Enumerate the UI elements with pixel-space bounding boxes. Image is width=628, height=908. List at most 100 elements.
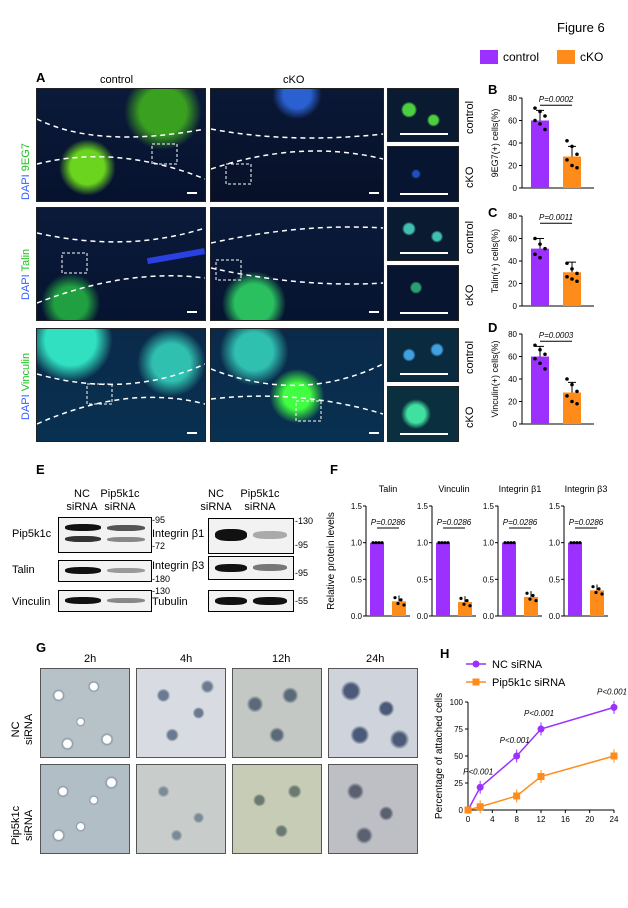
y-tick-label: 1.0 <box>483 539 495 548</box>
row1-label: DAPI 9EG7 <box>20 143 32 200</box>
data-point <box>533 106 537 110</box>
chart-b: 0 20 40 60 80 9EG7(+) cells(%) P=0.0002 <box>486 84 616 200</box>
mw-72: -72 <box>152 541 165 551</box>
data-point <box>570 400 574 404</box>
e-left-col2: Pip5k1c siRNA <box>90 488 150 514</box>
data-point <box>538 122 542 126</box>
data-point <box>533 252 537 256</box>
data-point <box>534 599 537 602</box>
e-label-pip5k1c: Pip5k1c <box>12 528 51 540</box>
data-point <box>533 343 537 347</box>
e-label-integrin-b3: Integrin β3 <box>152 560 204 572</box>
y-tick-label: 1.0 <box>549 539 561 548</box>
mw-95-right: -95 <box>295 540 308 550</box>
p-value: P=0.0286 <box>437 518 472 527</box>
y-tick-label: 0.0 <box>351 612 363 621</box>
data-point <box>570 277 574 281</box>
x-tick-label: 8 <box>514 815 519 824</box>
y-axis-label: Percentage of attached cells <box>434 693 445 819</box>
bar-cko <box>563 157 581 189</box>
data-point <box>538 110 542 114</box>
micrograph-9eg7-cko <box>210 88 384 202</box>
panel-e-letter: E <box>36 462 45 477</box>
panel-a-letter: A <box>36 70 45 85</box>
y-tick-label: 0 <box>513 184 518 193</box>
y-tick-label: 20 <box>508 280 517 289</box>
data-point <box>437 541 440 544</box>
marker <box>513 792 520 799</box>
p-value: P=0.0002 <box>539 95 574 104</box>
row1-right-control: control <box>464 101 476 134</box>
y-tick-label: 20 <box>508 398 517 407</box>
y-tick-label: 0.5 <box>351 575 363 584</box>
data-point <box>374 541 377 544</box>
data-point <box>543 114 547 118</box>
legend-cko-swatch <box>557 50 575 64</box>
data-point <box>399 598 402 601</box>
data-point <box>528 598 531 601</box>
y-tick-label: 1.5 <box>417 502 429 511</box>
data-point <box>543 352 547 356</box>
zoom-vinculin-control <box>387 328 459 382</box>
x-tick-label: 4 <box>490 815 495 824</box>
marker <box>477 784 484 791</box>
mw-55: -55 <box>295 596 308 606</box>
y-tick-label: 0.5 <box>417 575 429 584</box>
micrograph-talin-cko <box>210 207 384 321</box>
data-point <box>575 541 578 544</box>
data-point <box>533 119 537 123</box>
y-tick-label: 0.0 <box>549 612 561 621</box>
row2-right-control: control <box>464 221 476 254</box>
row2-label: DAPI Talin <box>20 249 32 300</box>
y-tick-label: 0 <box>459 806 464 815</box>
x-tick-label: 12 <box>537 815 546 824</box>
panel-f-letter: F <box>330 462 338 477</box>
cells-pip-24h <box>328 764 418 854</box>
y-axis-label: Relative protein levels <box>326 512 337 610</box>
data-point <box>533 237 537 241</box>
row3-right-control: control <box>464 341 476 374</box>
data-point <box>538 242 542 246</box>
y-axis-label: 9EG7(+) cells(%) <box>490 109 500 178</box>
panel-g-letter: G <box>36 640 46 655</box>
bar <box>436 543 450 616</box>
y-tick-label: 40 <box>508 257 517 266</box>
y-tick-label: 0 <box>513 420 518 429</box>
g-time-2h: 2h <box>84 653 96 665</box>
blot-tubulin <box>208 590 294 612</box>
data-point <box>402 603 405 606</box>
mw-130-left: -130 <box>152 586 170 596</box>
y-tick-label: 50 <box>454 752 463 761</box>
panel-a-col-control: control <box>100 74 133 86</box>
x-tick-label: 0 <box>466 815 471 824</box>
data-point <box>443 541 446 544</box>
data-point <box>462 603 465 606</box>
legend-label: NC siRNA <box>492 659 543 671</box>
panel-a-col-cko: cKO <box>283 74 304 86</box>
figure-title: Figure 6 <box>557 20 605 35</box>
p-value: P=0.0286 <box>371 518 406 527</box>
subplot-title: Talin <box>379 484 398 494</box>
data-point <box>570 267 574 271</box>
y-tick-label: 0 <box>513 302 518 311</box>
data-point <box>506 541 509 544</box>
legend-control-swatch <box>480 50 498 64</box>
data-point <box>468 604 471 607</box>
e-label-integrin-b1: Integrin β1 <box>152 528 204 540</box>
e-label-vinculin: Vinculin <box>12 596 50 608</box>
y-tick-label: 40 <box>508 139 517 148</box>
cells-pip-12h <box>232 764 322 854</box>
subplot-title: Vinculin <box>438 484 469 494</box>
data-point <box>565 275 569 279</box>
bar <box>568 543 582 616</box>
data-point <box>533 357 537 361</box>
row2-right-cko: cKO <box>464 285 476 306</box>
zoom-talin-cko <box>387 265 459 321</box>
row1-right-cko: cKO <box>464 167 476 188</box>
p-value: P=0.0286 <box>569 518 604 527</box>
zoom-vinculin-cko <box>387 386 459 442</box>
data-point <box>570 164 574 168</box>
p-annotation: P<0.001 <box>597 687 626 696</box>
mw-95-b3: -95 <box>295 568 308 578</box>
marker <box>611 704 618 711</box>
